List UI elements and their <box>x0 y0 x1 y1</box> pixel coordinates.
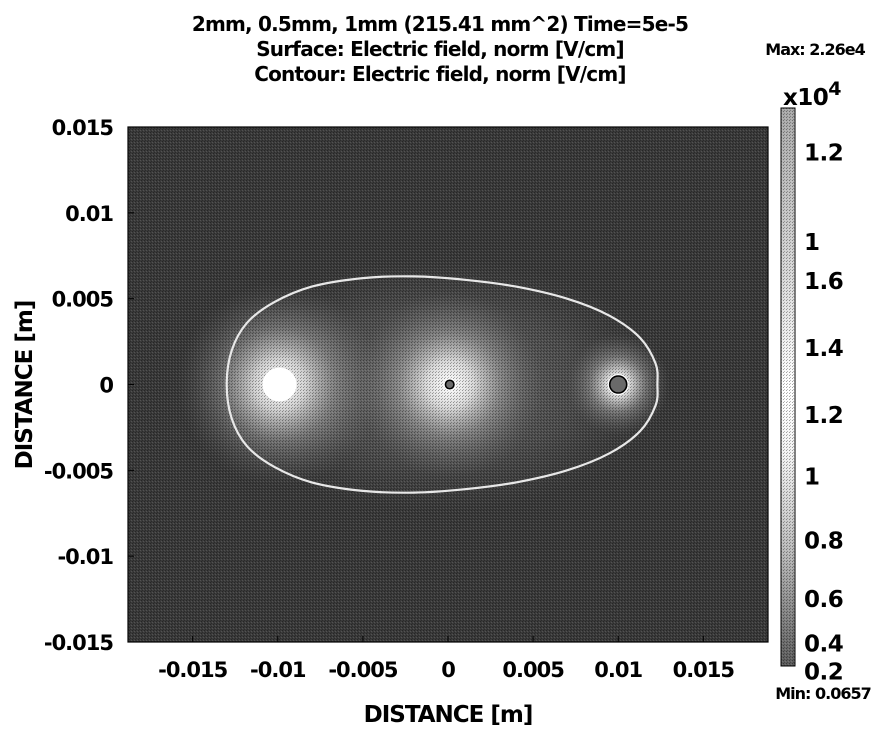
electrode-right <box>608 375 628 394</box>
colorbar-tick-label-8: 0.4 <box>804 632 843 658</box>
chart-title-line-3: Contour: Electric field, norm [V/cm] <box>254 62 626 86</box>
electrode-center <box>444 379 455 390</box>
field-contour-line <box>225 275 659 494</box>
colorbar-multiplier-exponent: 4 <box>828 78 841 100</box>
x-tick-label-6: 0.015 <box>673 658 735 682</box>
colorbar-ticks: 1.2 1 1.6 1.4 1.2 1 0.8 0.6 0.40.2 <box>804 141 844 686</box>
colorbar-tick-label-9: 0.2 <box>804 660 843 686</box>
colorbar-tick-label-5: 1 <box>804 464 820 490</box>
y-tick-label-3: 0 <box>99 374 113 398</box>
x-tick-label-3: 0 <box>441 658 455 682</box>
x-tick-label-4: 0.005 <box>502 658 564 682</box>
colorbar-tick-label-1: 1 <box>804 230 820 256</box>
colorbar-tick-label-4: 1.2 <box>804 403 843 429</box>
colorbar-tick-label-7: 0.6 <box>804 587 843 613</box>
colorbar-min-label: Min: 0.0657 <box>775 684 871 703</box>
x-axis: -0.015 -0.01 -0.005 0 0.005 0.01 0.015 <box>158 636 735 682</box>
y-tick-label-0: 0.015 <box>52 116 114 140</box>
chart-title-line-1: 2mm, 0.5mm, 1mm (215.41 mm^2) Time=5e-5 <box>192 12 688 36</box>
y-tick-label-4: -0.005 <box>44 459 114 483</box>
electrode-left <box>262 367 297 402</box>
colorbar-tick-label-2: 1.6 <box>804 269 843 295</box>
x-tick-label-1: -0.01 <box>250 658 306 682</box>
colorbar-max-label: Max: 2.26e4 <box>765 40 865 59</box>
x-axis-label: DISTANCE [m] <box>364 702 533 728</box>
y-tick-label-5: -0.01 <box>57 545 113 569</box>
y-axis: 0.015 0.01 0.005 0 -0.005 -0.01 -0.015 <box>44 116 134 655</box>
colorbar-tick-label-6: 0.8 <box>804 529 843 555</box>
chart-title: 2mm, 0.5mm, 1mm (215.41 mm^2) Time=5e-5 … <box>192 12 689 86</box>
electrode-layer <box>262 367 629 402</box>
x-tick-label-5: 0.01 <box>594 658 642 682</box>
colorbar: Max: 2.26e4 x104 1.2 1 1.6 1.4 1.2 1 0.8 0.6 0.4… <box>765 40 871 703</box>
plot-area <box>127 126 769 643</box>
x-tick-label-2: -0.005 <box>328 658 398 682</box>
colorbar-multiplier: x104 <box>783 78 841 111</box>
y-tick-label-6: -0.015 <box>44 631 114 655</box>
x-tick-label-0: -0.015 <box>158 658 228 682</box>
colorbar-tick-label-3: 1.4 <box>804 336 843 362</box>
y-tick-label-1: 0.01 <box>65 202 113 226</box>
colorbar-multiplier-base: x10 <box>783 85 828 111</box>
y-axis-label: DISTANCE [m] <box>12 301 38 470</box>
colorbar-texture <box>781 108 795 666</box>
chart-title-line-2: Surface: Electric field, norm [V/cm] <box>256 37 624 61</box>
colorbar-tick-label-0: 1.2 <box>804 141 843 167</box>
y-tick-label-2: 0.005 <box>52 288 114 312</box>
